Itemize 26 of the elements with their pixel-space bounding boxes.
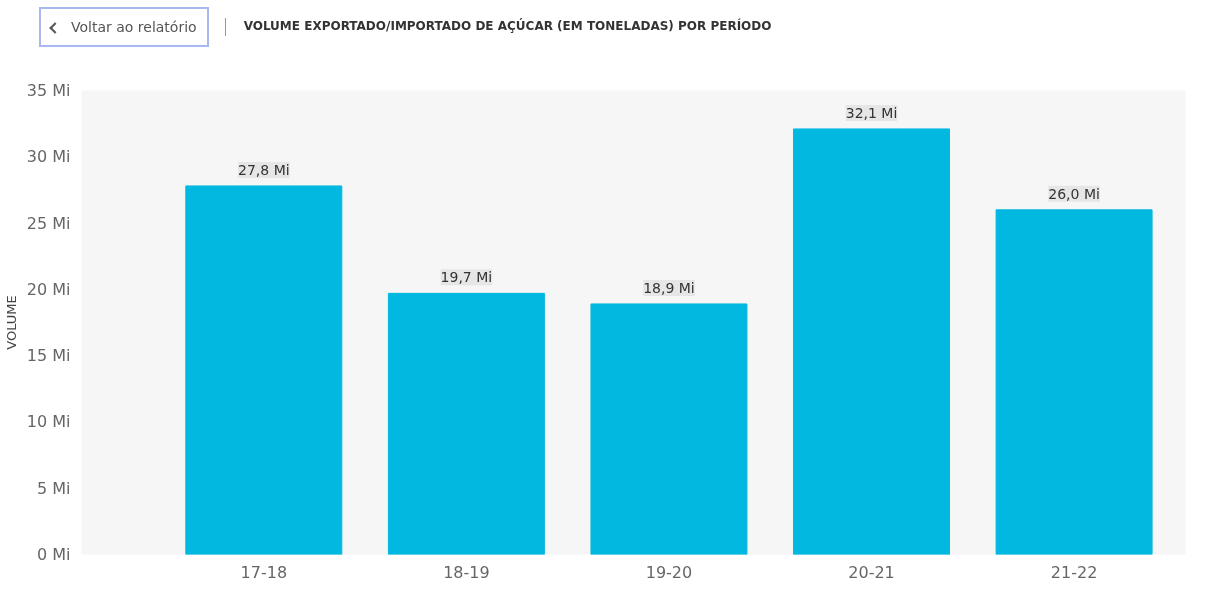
text: Voltar ao relatório [39, 7, 209, 47]
x-tick-label: 20-21 [848, 562, 895, 582]
chart-title: VOLUME EXPORTADO/IMPORTADO DE AÇÚCAR (EM TONELADAS) POR PERÍODO [224, 18, 772, 36]
data-label: 19,7 Mi [440, 269, 493, 286]
data-label: 26,0 Mi [1048, 185, 1100, 202]
data-label: 18,9 Mi [643, 279, 695, 296]
y-tick-label: 15 Mi [26, 346, 71, 366]
x-tick-label: 17-18 [240, 562, 288, 582]
bar [793, 128, 951, 555]
bar [995, 209, 1153, 555]
y-tick-label: 10 Mi [26, 412, 71, 432]
bar [590, 303, 748, 555]
y-tick-label: 20 Mi [26, 279, 71, 299]
y-tick-label: 5 Mi [36, 478, 71, 498]
y-tick-label: 0 Mi [36, 545, 71, 564]
data-label: 32,1 Mi [845, 104, 898, 121]
data-label: 27,8 Mi [238, 161, 290, 178]
x-tick-label: 21-22 [1050, 562, 1098, 582]
bar [387, 292, 545, 555]
y-axis-title: VOLUME [3, 295, 19, 350]
y-tick-label: 30 Mi [26, 147, 71, 167]
bar [185, 185, 343, 555]
y-tick-label: 25 Mi [26, 213, 71, 233]
y-tick-label: 35 Mi [26, 81, 71, 100]
x-tick-label: 18-19 [443, 562, 490, 582]
x-tick-label: 19-20 [645, 562, 693, 582]
